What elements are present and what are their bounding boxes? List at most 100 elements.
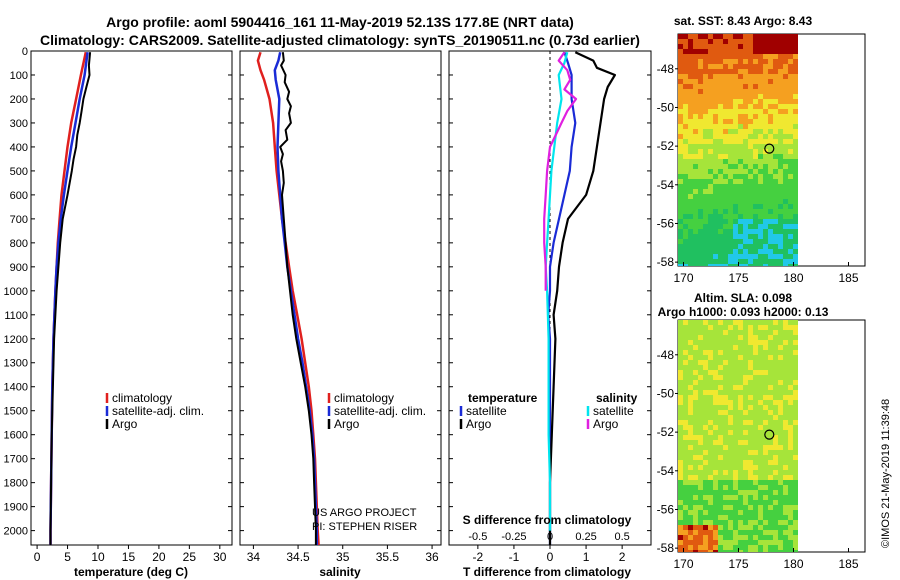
map-cell [743, 330, 748, 335]
map-cell [753, 365, 758, 370]
map-cell [698, 74, 703, 79]
map-cell [688, 550, 693, 552]
map-cell [703, 54, 708, 59]
map-cell [693, 64, 698, 69]
map-cell [693, 179, 698, 184]
map-cell [708, 179, 713, 184]
map-cell [728, 545, 733, 550]
map-cell [773, 320, 778, 325]
map-cell [778, 109, 783, 114]
map-cell [778, 330, 783, 335]
map-cell [713, 335, 718, 340]
map-cell [728, 114, 733, 119]
map-cell [743, 154, 748, 159]
map-cell [708, 400, 713, 405]
map-cell [703, 69, 708, 74]
map-cell [788, 264, 793, 266]
map-cell [733, 375, 738, 380]
map-cell [708, 380, 713, 385]
map-cell [738, 144, 743, 149]
map-cell [718, 420, 723, 425]
map-cell [718, 49, 723, 54]
map-cell [768, 264, 773, 266]
map-cell [783, 144, 788, 149]
map-cell [738, 254, 743, 259]
map-cell [793, 109, 798, 114]
map-cell [738, 34, 743, 39]
map-cell [733, 495, 738, 500]
map-cell [743, 405, 748, 410]
map-cell [773, 64, 778, 69]
map-cell [678, 249, 683, 254]
map-cell [783, 194, 788, 199]
map-cell [783, 480, 788, 485]
map-cell [698, 325, 703, 330]
map-cell [728, 199, 733, 204]
map-cell [758, 440, 763, 445]
map-cell [698, 239, 703, 244]
map-cell [698, 44, 703, 49]
map-cell [728, 405, 733, 410]
map-cell [678, 525, 683, 530]
map-cell [683, 540, 688, 545]
map-cell [688, 430, 693, 435]
map-cell [753, 214, 758, 219]
map-cell [733, 505, 738, 510]
map-cell [718, 430, 723, 435]
map-cell [778, 475, 783, 480]
map-cell [688, 229, 693, 234]
map-cell [763, 69, 768, 74]
map-cell [718, 540, 723, 545]
map-cell [708, 119, 713, 124]
map-cell [728, 44, 733, 49]
map-cell [748, 460, 753, 465]
map-cell [763, 325, 768, 330]
map-cell [683, 500, 688, 505]
map-cell [723, 54, 728, 59]
map-cell [788, 525, 793, 530]
map-cell [773, 104, 778, 109]
map-cell [693, 410, 698, 415]
map-cell [758, 540, 763, 545]
map-cell [728, 189, 733, 194]
map-cell [678, 485, 683, 490]
map-cell [733, 54, 738, 59]
map-cell [778, 59, 783, 64]
map-cell [678, 184, 683, 189]
map-cell [773, 204, 778, 209]
map-cell [748, 510, 753, 515]
map-cell [768, 410, 773, 415]
map-cell [688, 480, 693, 485]
legend-label: Argo [112, 417, 138, 431]
map-cell [783, 249, 788, 254]
map-cell [753, 209, 758, 214]
map-cell [703, 340, 708, 345]
map-cell [748, 335, 753, 340]
map-cell [708, 395, 713, 400]
map-cell [743, 34, 748, 39]
map-cell [703, 39, 708, 44]
map-cell [723, 164, 728, 169]
map-cell [703, 154, 708, 159]
map-cell [708, 540, 713, 545]
map-cell [723, 475, 728, 480]
map-cell [713, 530, 718, 535]
map-cell [748, 194, 753, 199]
map-cell [763, 139, 768, 144]
map-cell [753, 405, 758, 410]
map-cell [718, 365, 723, 370]
map-cell [698, 249, 703, 254]
map-cell [683, 144, 688, 149]
map-cell [763, 365, 768, 370]
map-cell [733, 89, 738, 94]
map-cell [678, 254, 683, 259]
map-cell [778, 510, 783, 515]
map-cell [788, 149, 793, 154]
map-cell [778, 345, 783, 350]
map-cell [778, 34, 783, 39]
map-cell [733, 109, 738, 114]
map-cell [743, 400, 748, 405]
map-cell [743, 194, 748, 199]
map-cell [718, 495, 723, 500]
